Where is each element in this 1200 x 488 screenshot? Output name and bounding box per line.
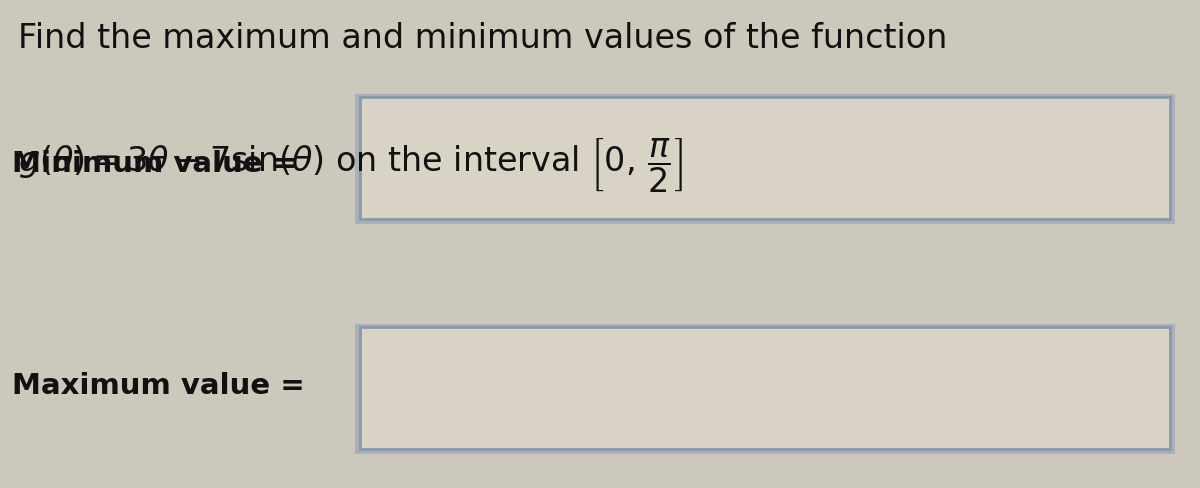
Text: Find the maximum and minimum values of the function: Find the maximum and minimum values of t… bbox=[18, 22, 947, 55]
Text: $g(\theta) = 3\theta - 7\sin(\theta)$ on the interval $\left[0,\, \dfrac{\pi}{2}: $g(\theta) = 3\theta - 7\sin(\theta)$ on… bbox=[18, 137, 683, 195]
FancyBboxPatch shape bbox=[355, 325, 1175, 454]
FancyBboxPatch shape bbox=[360, 98, 1170, 220]
FancyBboxPatch shape bbox=[360, 327, 1170, 449]
Text: Maximum value =: Maximum value = bbox=[12, 371, 305, 400]
Text: Minimum value =: Minimum value = bbox=[12, 149, 298, 178]
FancyBboxPatch shape bbox=[355, 95, 1175, 224]
